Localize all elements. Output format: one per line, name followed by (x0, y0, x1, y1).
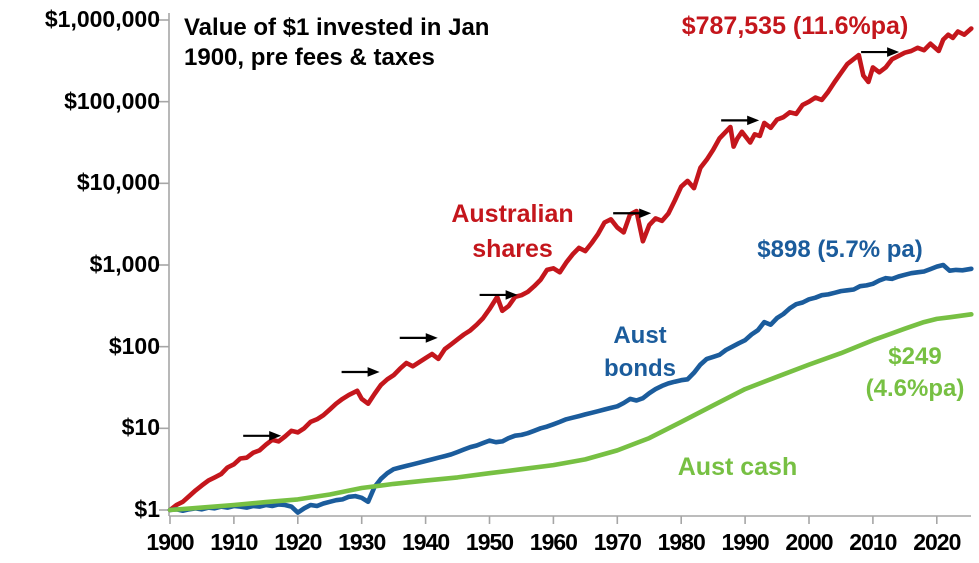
cash-end-value-label: $249 (4.6%pa) (865, 343, 965, 402)
milestone-arrow-1-head (269, 431, 282, 441)
x-axis-label-2020: 2020 (913, 529, 961, 555)
cash-series-label: Aust cash (677, 453, 798, 481)
x-axis-label-1960: 1960 (529, 529, 578, 555)
series-line-shares (167, 26, 974, 513)
milestone-arrow-3-head (425, 333, 438, 343)
shares-series-label: Australian shares (451, 200, 574, 263)
y-axis-label-100: $100 (108, 332, 160, 359)
milestone-arrow-5-head (639, 208, 652, 219)
x-axis-label-1990: 1990 (721, 529, 770, 555)
shares-end-value-label: $787,535 (11.6%pa) (681, 12, 909, 40)
bonds-series-label: Aust bonds (604, 322, 676, 382)
y-axis-label-1000000: $1,000,000 (44, 5, 160, 32)
x-axis-label-2010: 2010 (849, 529, 897, 555)
milestone-arrow-7-head (887, 47, 900, 57)
milestone-arrow-6-head (747, 115, 760, 126)
series-line-bonds (167, 262, 974, 515)
y-axis-label-100000: $100,000 (64, 87, 160, 114)
y-axis-label-1000: $1,000 (89, 250, 160, 277)
x-axis-label-1920: 1920 (274, 529, 322, 555)
x-axis-label-1910: 1910 (210, 529, 258, 555)
x-axis-label-1930: 1930 (338, 529, 386, 555)
x-axis-label-1940: 1940 (402, 529, 450, 555)
chart-title: Value of $1 invested in Jan 1900, pre fe… (184, 14, 490, 71)
x-axis-label-2000: 2000 (785, 529, 833, 555)
milestone-arrow-2-head (367, 367, 380, 377)
milestone-arrow-4-head (505, 290, 518, 300)
y-axis-label-10000: $10,000 (76, 169, 160, 196)
x-axis-label-1900: 1900 (146, 529, 194, 555)
x-axis-label-1970: 1970 (593, 529, 642, 555)
x-axis-label-1980: 1980 (657, 529, 706, 555)
y-axis-label-1: $1 (134, 496, 160, 522)
bonds-end-value-label: $898 (5.7% pa) (757, 236, 923, 263)
series-line-cash (167, 312, 974, 513)
y-axis-label-10: $10 (121, 414, 160, 441)
x-axis-label-1950: 1950 (465, 529, 514, 555)
